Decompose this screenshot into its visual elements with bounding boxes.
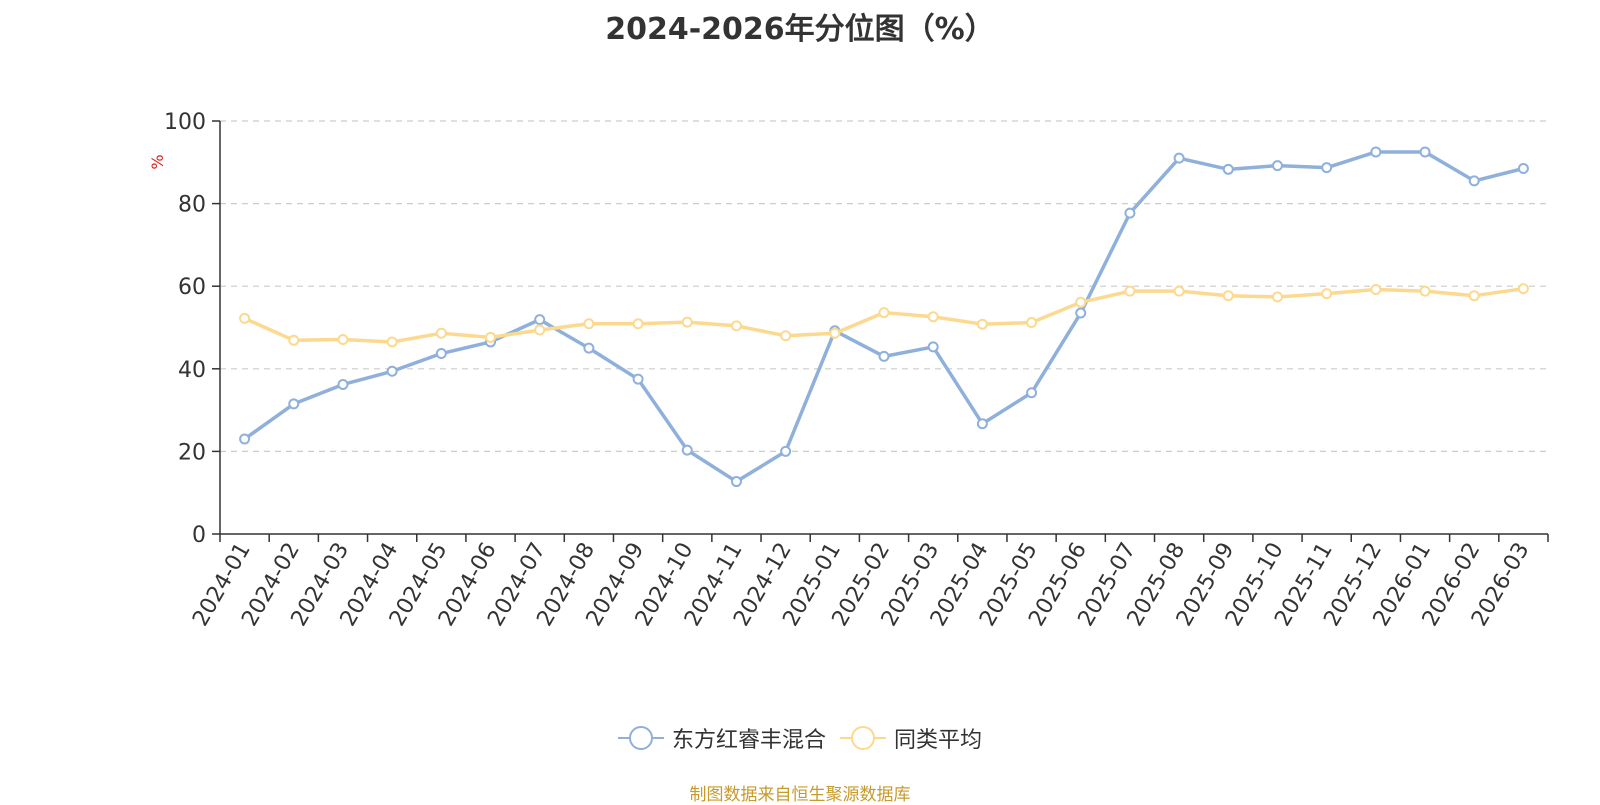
data-point (1419, 146, 1431, 158)
data-point (1468, 290, 1480, 302)
data-point (1321, 288, 1333, 300)
source-note: 制图数据来自恒生聚源数据库 (689, 785, 911, 805)
data-point (1419, 285, 1431, 297)
data-point (1124, 207, 1136, 219)
y-tick-label: 0 (192, 523, 206, 548)
data-point (485, 331, 497, 343)
data-point (730, 476, 742, 488)
data-point (878, 307, 890, 319)
legend-marker-icon (840, 726, 886, 750)
series-layer (239, 146, 1529, 488)
data-point (681, 444, 693, 456)
data-point (435, 327, 447, 339)
data-point (1370, 146, 1382, 158)
data-point (583, 318, 595, 330)
data-point (927, 311, 939, 323)
data-point (780, 330, 792, 342)
y-tick-label: 60 (178, 275, 206, 300)
data-point (1222, 290, 1234, 302)
data-point (1517, 283, 1529, 295)
data-point (681, 316, 693, 328)
data-point (1075, 307, 1087, 319)
data-point (1370, 284, 1382, 296)
axes: 020406080100%2024-012024-022024-032024-0… (148, 110, 1549, 631)
y-tick-label: 80 (178, 193, 206, 218)
data-point (386, 365, 398, 377)
data-point (337, 333, 349, 345)
data-point (1173, 285, 1185, 297)
data-point (632, 373, 644, 385)
data-point (632, 318, 644, 330)
data-point (829, 327, 841, 339)
y-tick-label: 20 (178, 440, 206, 465)
data-point (239, 312, 251, 324)
data-point (878, 350, 890, 362)
data-point (583, 342, 595, 354)
data-point (927, 341, 939, 353)
data-point (1173, 152, 1185, 164)
data-point (976, 418, 988, 430)
y-axis-label: % (148, 154, 167, 169)
data-point (1468, 175, 1480, 187)
data-point (1321, 162, 1333, 174)
legend-item[interactable]: 东方红睿丰混合 (617, 722, 826, 754)
y-tick-label: 100 (164, 110, 206, 135)
data-point (1271, 160, 1283, 172)
data-point (1271, 291, 1283, 303)
legend-item[interactable]: 同类平均 (840, 722, 982, 754)
legend-label: 东方红睿丰混合 (671, 728, 826, 753)
data-point (1026, 387, 1038, 399)
data-point (534, 314, 546, 326)
data-point (386, 336, 398, 348)
data-point (337, 378, 349, 390)
data-point (239, 433, 251, 445)
legend-marker-icon (617, 726, 664, 750)
data-point (1026, 317, 1038, 329)
data-point (1517, 162, 1529, 174)
y-tick-label: 40 (178, 358, 206, 383)
chart-title: 2024-2026年分位图（%） (605, 12, 995, 47)
data-point (730, 320, 742, 332)
data-point (976, 318, 988, 330)
data-point (780, 445, 792, 457)
data-point (435, 348, 447, 360)
data-point (288, 334, 300, 346)
data-point (288, 398, 300, 410)
data-point (1075, 296, 1087, 308)
data-point (1124, 285, 1136, 297)
grid-lines (220, 120, 1548, 452)
legend-label: 同类平均 (894, 728, 983, 753)
data-point (534, 324, 546, 336)
data-point (1222, 163, 1234, 175)
legend: 东方红睿丰混合 同类平均 (0, 722, 1600, 754)
